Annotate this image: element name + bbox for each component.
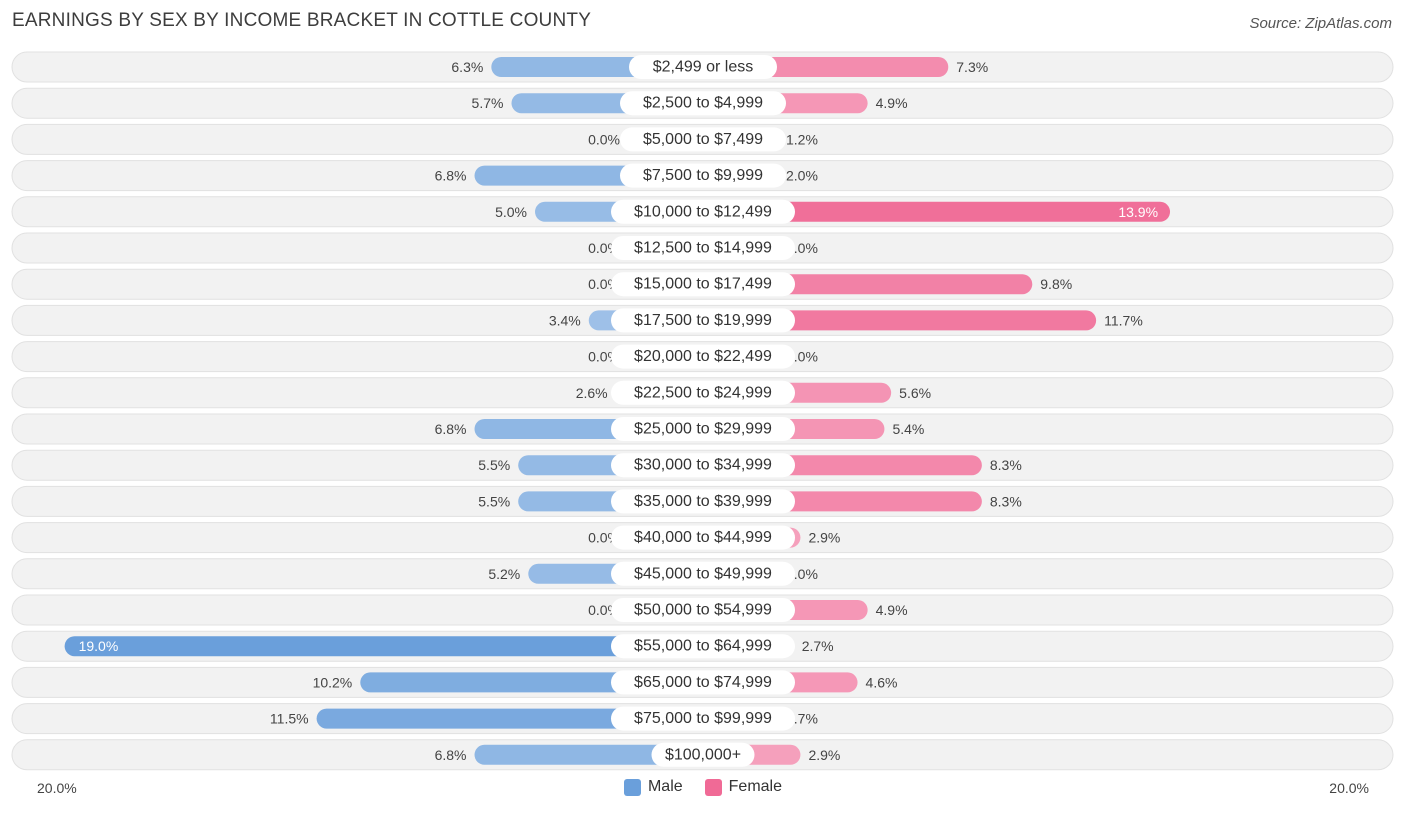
category-label: $2,499 or less	[653, 59, 754, 76]
category-pill	[611, 236, 795, 260]
male-value-label: 5.7%	[472, 95, 504, 111]
category-label: $45,000 to $49,999	[634, 565, 772, 582]
category-label: $75,000 to $99,999	[634, 710, 772, 727]
category-pill	[651, 742, 755, 767]
legend-item-male: Male	[623, 778, 683, 796]
female-value-label: 4.6%	[866, 674, 898, 690]
male-value-label: 3.4%	[549, 312, 581, 328]
female-value-label: 9.8%	[1040, 276, 1072, 292]
category-pill	[611, 525, 795, 550]
category-label: $30,000 to $34,999	[634, 457, 772, 474]
category-pill	[611, 634, 795, 659]
category-pill	[611, 489, 795, 514]
legend: Male Female	[0, 778, 1406, 796]
male-value-label: 5.5%	[478, 457, 510, 473]
male-bar	[474, 744, 703, 765]
category-label: $7,500 to $9,999	[643, 167, 763, 184]
female-value-label: 2.9%	[808, 530, 840, 546]
female-bar	[703, 201, 1171, 222]
category-pill	[611, 706, 795, 731]
female-value-label: 2.0%	[786, 168, 818, 184]
category-pill	[620, 91, 786, 116]
female-value-label: 2.7%	[802, 638, 834, 654]
category-label: $40,000 to $44,999	[634, 529, 772, 546]
male-value-label: 6.8%	[435, 747, 467, 763]
legend-item-female: Female	[704, 778, 783, 796]
male-value-label: 6.8%	[435, 168, 467, 184]
female-value-label: 13.9%	[1118, 204, 1158, 220]
category-label: $10,000 to $12,499	[634, 203, 772, 220]
category-pill	[611, 199, 795, 224]
male-value-label: 2.6%	[576, 385, 608, 401]
category-label: $50,000 to $54,999	[634, 602, 772, 619]
category-pill	[611, 380, 795, 405]
legend-label-female: Female	[728, 778, 783, 795]
category-label: $15,000 to $17,499	[634, 276, 772, 293]
category-pill	[611, 561, 795, 586]
legend-label-male: Male	[647, 778, 683, 795]
male-bar	[316, 708, 703, 729]
category-label: $2,500 to $4,999	[643, 95, 763, 112]
male-bar	[64, 636, 704, 657]
female-bar	[703, 310, 1097, 331]
category-pill	[611, 272, 795, 297]
female-value-label: 11.7%	[1104, 312, 1143, 328]
male-value-label: 5.0%	[495, 204, 527, 220]
male-value-label: 10.2%	[313, 674, 353, 690]
legend-swatch-male	[623, 778, 641, 796]
axis-right-label: 20.0%	[1329, 780, 1369, 796]
axis-left-label: 20.0%	[37, 780, 77, 796]
category-pill	[611, 417, 795, 441]
category-pill	[611, 344, 795, 369]
female-value-label: 8.3%	[990, 457, 1022, 473]
female-value-label: 4.9%	[876, 95, 908, 111]
category-label: $65,000 to $74,999	[634, 674, 772, 691]
category-label: $35,000 to $39,999	[634, 493, 772, 510]
male-value-label: 11.5%	[270, 711, 309, 727]
category-label: $25,000 to $29,999	[634, 421, 772, 438]
female-value-label: 8.3%	[990, 493, 1022, 509]
category-pill	[611, 670, 795, 695]
source-label: Source: ZipAtlas.com	[1249, 15, 1392, 32]
female-value-label: 2.9%	[808, 747, 840, 763]
chart-title: EARNINGS BY SEX BY INCOME BRACKET IN COT…	[12, 10, 592, 31]
male-value-label: 6.3%	[451, 59, 483, 75]
category-label: $5,000 to $7,499	[643, 131, 763, 148]
category-pill	[611, 453, 795, 478]
legend-swatch-female	[704, 778, 722, 796]
male-value-label: 0.0%	[588, 131, 620, 147]
male-value-label: 5.5%	[478, 493, 510, 509]
category-label: $20,000 to $22,499	[634, 348, 772, 365]
male-value-label: 19.0%	[79, 638, 119, 654]
category-label: $55,000 to $64,999	[634, 638, 772, 655]
category-label: $17,500 to $19,999	[634, 312, 772, 329]
female-value-label: 7.3%	[956, 59, 988, 75]
female-value-label: 1.2%	[786, 131, 818, 147]
category-label: $22,500 to $24,999	[634, 384, 772, 401]
category-pill	[611, 308, 795, 333]
female-value-label: 4.9%	[876, 602, 908, 618]
male-value-label: 6.8%	[435, 421, 467, 437]
female-value-label: 5.4%	[892, 421, 924, 437]
category-pill	[611, 598, 795, 622]
category-pill	[620, 163, 786, 188]
category-pill	[620, 127, 786, 152]
category-label: $12,500 to $14,999	[634, 240, 772, 257]
female-value-label: 5.6%	[899, 385, 931, 401]
category-label: $100,000+	[665, 746, 741, 763]
male-value-label: 5.2%	[488, 566, 520, 582]
category-pill	[629, 55, 777, 79]
